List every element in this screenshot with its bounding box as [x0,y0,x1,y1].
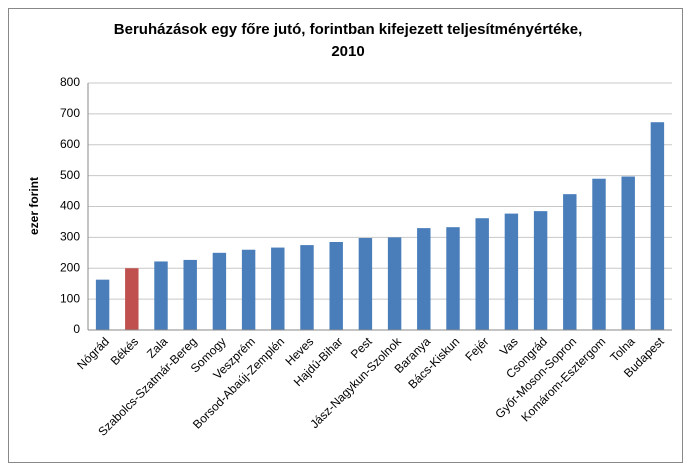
bar [95,279,110,330]
bar [533,211,548,330]
bar [271,247,285,330]
bar [300,245,314,330]
y-tick-label: 600 [60,137,80,151]
y-tick-label: 400 [60,199,80,213]
bar [592,178,606,330]
bar [621,176,635,330]
bar [475,218,489,330]
bar [446,227,460,330]
bar [417,228,431,330]
bar [358,237,373,330]
y-tick-label: 800 [60,75,80,89]
y-axis-title: ezer forint [27,177,41,235]
bar [154,261,168,330]
chart-title: Beruházások egy főre jutó, forintban kif… [114,21,582,38]
chart-title: 2010 [331,43,364,60]
bar [183,259,197,330]
bar [125,268,139,330]
bar [212,252,227,330]
bar [650,122,665,331]
y-tick-label: 300 [60,230,80,244]
bar [563,194,577,330]
y-tick-label: 700 [60,106,80,120]
y-tick-label: 200 [60,260,80,274]
y-tick-label: 100 [60,291,80,305]
bar [329,242,343,330]
bar [387,237,402,330]
bar [241,249,256,330]
y-tick-label: 0 [73,322,80,336]
y-tick-label: 500 [60,168,80,182]
bar [504,213,519,330]
